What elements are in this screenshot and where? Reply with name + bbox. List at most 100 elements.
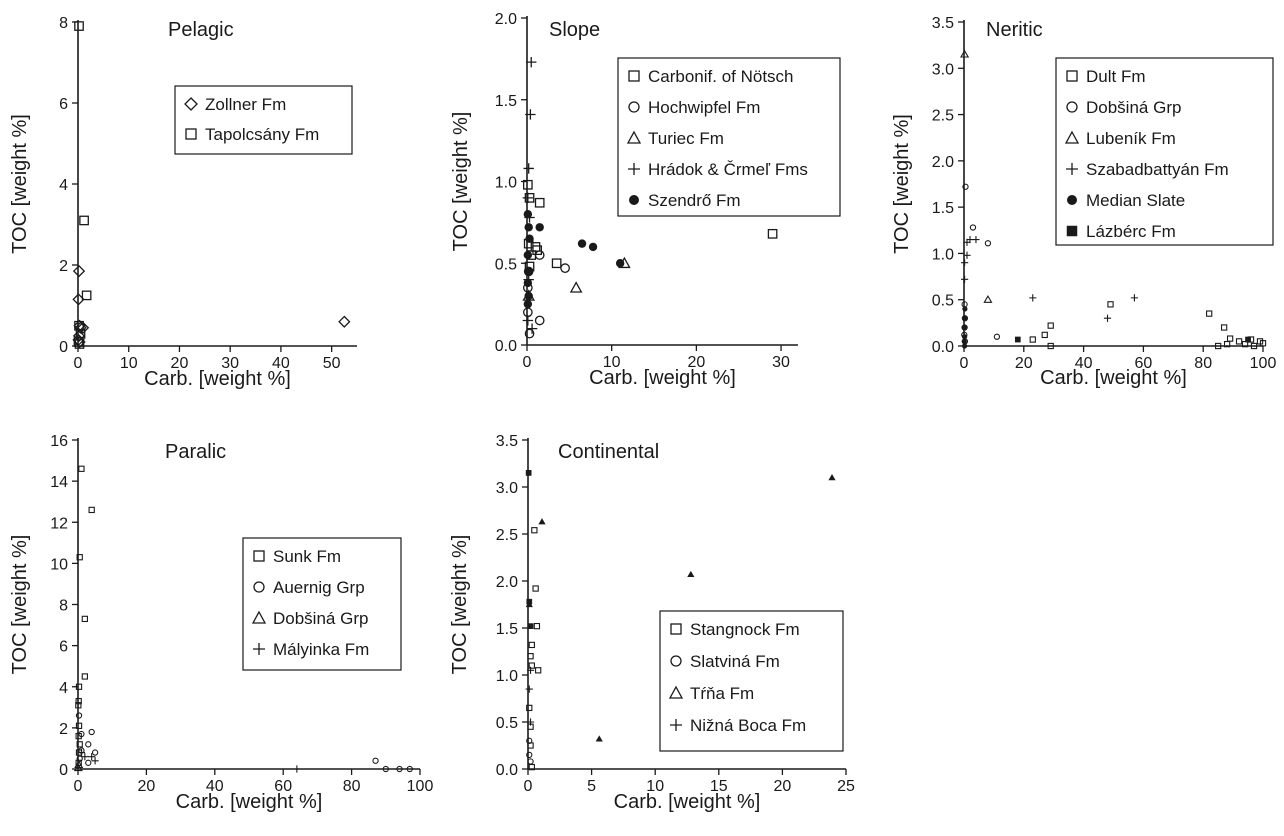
legend-marker (670, 655, 682, 667)
data-point (1220, 324, 1228, 331)
y-tick-label: 8 (59, 598, 68, 615)
legend-marker (1066, 70, 1078, 82)
data-point (76, 554, 83, 561)
x-tick-label: 80 (343, 778, 361, 795)
data-point (1029, 294, 1037, 302)
chart-title: Paralic (165, 441, 226, 463)
data-point (535, 667, 542, 674)
data-point (1041, 331, 1048, 339)
series-szabadbatty-n-fm (960, 235, 1139, 322)
legend-label: Hochwipfel Fm (648, 98, 760, 117)
legend-box (617, 57, 841, 217)
data-point (577, 239, 587, 248)
series-auernig-grp (75, 712, 413, 773)
x-tick-label: 15 (710, 778, 728, 795)
data-point (74, 21, 84, 31)
data-point (75, 702, 82, 709)
y-axis-label: TOC [weight %] (9, 535, 31, 675)
data-point (85, 741, 92, 748)
legend-marker (670, 623, 682, 635)
series-slatvin-fm (526, 737, 534, 765)
data-point (72, 264, 86, 278)
x-tick-label: 50 (323, 355, 341, 372)
data-point (1215, 342, 1222, 350)
y-tick-label: 0.0 (496, 762, 518, 779)
y-tick-label: 16 (50, 433, 68, 450)
x-tick-label: 0 (74, 778, 83, 795)
data-point (551, 258, 562, 269)
y-tick-label: 2 (59, 258, 68, 275)
legend-label: Tapolcsány Fm (205, 125, 319, 144)
chart-title: Continental (558, 441, 659, 463)
series-dob-in-grp (73, 760, 84, 772)
legend-label: Slatviná Fm (690, 652, 780, 671)
data-point (1235, 338, 1243, 345)
data-point (526, 718, 535, 726)
legend-label: Zollner Fm (205, 95, 286, 114)
panel-paralic: 0 20 40 60 80 100 0 2 4 6 8 10 12 14 16 Carb. [weight %… (9, 433, 433, 813)
chart-title: Pelagic (168, 19, 234, 41)
panel-slope: 0 10 20 30 0.0 0.5 1.0 1.5 2.0 Carb. [weight %] TO… (450, 11, 841, 389)
data-point (75, 697, 82, 705)
series-m-lyinka-fm (77, 748, 301, 773)
data-point (961, 334, 968, 340)
data-point (984, 240, 992, 247)
series-tapolcs-ny-fm (73, 21, 92, 349)
x-tick-label: 20 (138, 778, 156, 795)
y-axis-label: TOC [weight %] (891, 114, 913, 254)
x-tick-label: 60 (274, 778, 292, 795)
legend-box (1055, 57, 1274, 246)
data-point (406, 765, 413, 773)
data-point (526, 598, 533, 605)
data-point (76, 321, 90, 334)
data-point (522, 315, 534, 326)
series-t-a-fm (525, 474, 836, 742)
data-point (293, 765, 301, 773)
data-point (79, 215, 89, 226)
data-point (1241, 340, 1249, 348)
data-point (1223, 340, 1231, 348)
data-point (528, 763, 535, 771)
data-point (526, 666, 535, 674)
x-axis-label: Carb. [weight %] (589, 367, 736, 389)
x-tick-label: 20 (171, 355, 189, 372)
legend-marker (185, 128, 197, 140)
legend-box (242, 537, 402, 671)
data-point (1250, 342, 1258, 350)
data-point (961, 324, 967, 331)
data-point (961, 338, 967, 344)
legend-label: Dobšiná Grp (273, 609, 368, 628)
data-point (687, 570, 695, 578)
y-tick-label: 2 (59, 721, 68, 738)
y-tick-label: 2.0 (495, 11, 517, 28)
data-point (532, 245, 543, 256)
y-tick-label: 12 (50, 515, 68, 532)
series-turiec-fm (522, 256, 631, 301)
data-point (961, 315, 968, 321)
legend-marker (628, 101, 640, 113)
data-point (85, 759, 92, 766)
data-point (534, 250, 545, 260)
data-point (528, 641, 535, 649)
legend-label: Carbonif. of Nötsch (648, 67, 794, 86)
data-point (526, 737, 533, 744)
data-point (962, 306, 968, 312)
data-point (73, 763, 83, 772)
data-point (767, 228, 778, 239)
data-point (595, 735, 603, 742)
data-point (538, 518, 546, 525)
data-point (527, 623, 534, 629)
legend-box (659, 610, 844, 752)
legend-label: Dult Fm (1086, 67, 1146, 86)
data-point (960, 275, 969, 283)
y-axis-label: TOC [weight %] (449, 535, 471, 675)
legend-label: Hrádok & Črmeľ Fms (648, 160, 808, 179)
data-point (534, 315, 545, 326)
chart-title: Slope (549, 19, 600, 41)
data-point (525, 470, 532, 476)
data-point (526, 56, 537, 68)
data-point (1245, 336, 1251, 343)
x-tick-label: 10 (120, 355, 138, 372)
data-point (522, 307, 533, 318)
